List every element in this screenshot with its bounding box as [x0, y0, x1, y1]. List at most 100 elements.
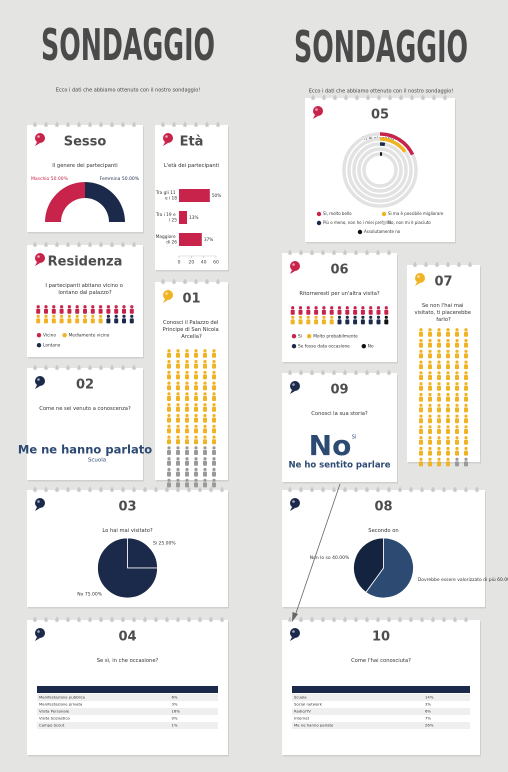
icon-head [464, 393, 467, 396]
card-title: 02 [76, 378, 94, 393]
icon-head [455, 415, 458, 418]
person-icon [91, 315, 95, 324]
icon-head [203, 479, 206, 482]
person-icon [203, 425, 207, 434]
icon-body [185, 439, 189, 444]
icon-body [194, 472, 198, 477]
icon-body [67, 318, 71, 323]
person-icon [437, 447, 441, 456]
legend-label: No, non mi è piaciuto [388, 220, 431, 225]
icon-body [91, 318, 95, 323]
person-icon [203, 371, 207, 380]
slice-value: 60.00% [497, 577, 508, 583]
person-icon [176, 425, 180, 434]
icon-body [428, 343, 432, 348]
person-icon [176, 403, 180, 412]
person-icon [212, 382, 216, 391]
icon-head [419, 425, 422, 428]
table-row [292, 694, 470, 701]
icon-head [455, 350, 458, 353]
icon-head [419, 447, 422, 450]
icon-head [167, 392, 170, 395]
icon-body [446, 375, 450, 380]
icon-head [185, 479, 188, 482]
table-cell: Manifestazione pubblica [39, 695, 85, 700]
icon-head [419, 328, 422, 331]
icon-body [185, 353, 189, 358]
person-icon [212, 479, 216, 488]
icon-body [437, 397, 441, 402]
icon-head [185, 414, 188, 417]
icon-body [377, 310, 381, 315]
person-icon [291, 316, 295, 325]
icon-head [446, 382, 449, 385]
slice-name: Maschio [31, 176, 51, 182]
icon-body [194, 450, 198, 455]
person-icon [203, 457, 207, 466]
icon-body [437, 375, 441, 380]
icon-body [212, 407, 216, 412]
poster-title: SONDAGGIO [294, 22, 468, 73]
slice-name: No [77, 591, 85, 597]
icon-head [437, 447, 440, 450]
person-icon [212, 457, 216, 466]
person-icon [194, 349, 198, 358]
person-icon [194, 425, 198, 434]
person-icon [167, 446, 171, 455]
icon-head [68, 305, 71, 308]
icon-head [212, 403, 215, 406]
icon-head [203, 371, 206, 374]
slice-label: Sì 25.00% [153, 539, 176, 546]
person-icon [203, 403, 207, 412]
person-icon [167, 392, 171, 401]
person-icon [203, 392, 207, 401]
person-icon [464, 436, 468, 445]
person-icon [464, 328, 468, 337]
icon-head [212, 425, 215, 428]
icon-body [428, 397, 432, 402]
slice-label: No 75.00% [77, 591, 102, 597]
person-icon [194, 403, 198, 412]
icon-body [167, 428, 171, 433]
icon-body [167, 472, 171, 477]
icon-head [203, 382, 206, 385]
person-icon [194, 414, 198, 423]
person-icon [185, 382, 189, 391]
person-icon [437, 371, 441, 380]
person-icon [75, 315, 79, 324]
table-row [292, 708, 470, 715]
icon-body [437, 451, 441, 456]
legend-swatch [292, 334, 296, 338]
icon-head [455, 382, 458, 385]
person-icon [446, 371, 450, 380]
person-icon [455, 382, 459, 391]
person-icon [314, 306, 318, 315]
icon-body [437, 418, 441, 423]
legend-swatch [382, 212, 386, 216]
icon-head [464, 415, 467, 418]
person-icon [114, 305, 118, 314]
icon-head [167, 414, 170, 417]
icon-body [377, 319, 381, 324]
card-question: Come ne sei venuto a conoscenza? [39, 406, 131, 412]
icon-body [203, 461, 207, 466]
icon-head [60, 315, 63, 318]
icon-head [330, 306, 333, 309]
icon-body [194, 364, 198, 369]
icon-head [212, 457, 215, 460]
icon-head [83, 315, 86, 318]
icon-head [428, 415, 431, 418]
icon-head [437, 361, 440, 364]
icon-head [194, 371, 197, 374]
icon-body [114, 318, 118, 323]
person-icon [446, 339, 450, 348]
icon-head [437, 458, 440, 461]
slice-label: Maschio 50.00% [31, 176, 69, 182]
icon-body [437, 429, 441, 434]
icon-body [185, 374, 189, 379]
poster-subtitle: Ecco i dati che abbiamo ottenuto con il … [309, 89, 454, 95]
legend-label: Se fosse data occasione [298, 344, 350, 350]
person-icon [60, 315, 64, 324]
person-icon [338, 306, 342, 315]
